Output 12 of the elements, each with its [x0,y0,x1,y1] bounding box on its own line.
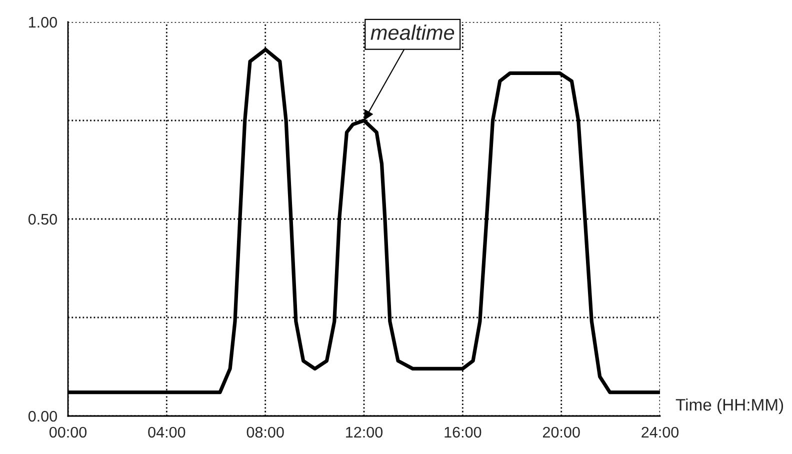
x-tick-label: 12:00 [346,426,383,438]
y-tick-label: 0.00 [28,410,57,422]
x-tick-label: 20:00 [542,426,580,438]
x-tick-label: 24:00 [642,426,679,438]
annotation: mealtime [370,24,454,40]
y-tick-label: 1.00 [29,16,57,28]
y-tick-label: 0.50 [28,214,57,225]
x-tick-label: 04:00 [148,426,186,438]
x-tick-label: 08:00 [246,426,284,438]
x-tick-label: 00:00 [49,426,87,438]
x-tick-label: 16:00 [444,426,482,438]
x-axis-title: Time (HH:MM) [676,398,784,414]
